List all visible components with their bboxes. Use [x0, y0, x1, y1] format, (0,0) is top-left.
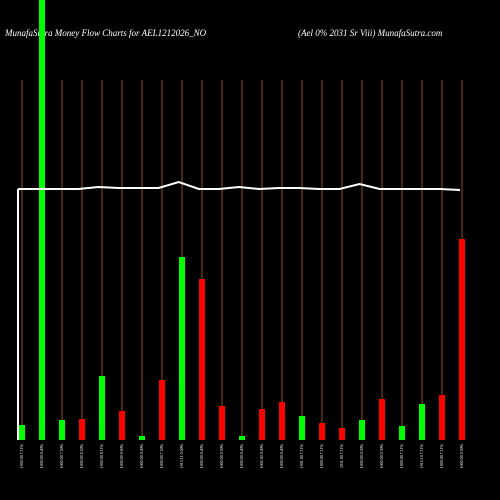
x-tick-label: 1000.00 9.30%: [379, 443, 384, 468]
bar: [39, 0, 45, 440]
bar: [219, 406, 225, 440]
bar: [239, 436, 245, 440]
x-tick-label: 1013.11 0.00%: [179, 443, 184, 468]
chart-title: MunafaSutra Money Flow Charts for AEL121…: [4, 28, 207, 38]
x-tick-label: 1000.00 7.11%: [439, 443, 444, 468]
bar: [119, 411, 125, 440]
x-tick-label: 1000.00 9.40%: [199, 443, 204, 468]
x-tick-label: 1000.00 9.40%: [139, 443, 144, 468]
bar: [139, 436, 145, 440]
bar: [179, 257, 185, 440]
x-tick-label: 1001.00 7.11%: [299, 443, 304, 468]
x-tick-label: 1000.00 9.40%: [239, 443, 244, 468]
chart-subtitle: (Ael 0% 2031 Sr Viii) MunafaSutra.com: [298, 28, 443, 38]
x-tick-label: 1000.00 7.50%: [159, 443, 164, 468]
x-tick-label: 1000.00 9.60%: [119, 443, 124, 468]
x-tick-label: 1000.00 9.30%: [359, 443, 364, 468]
bar: [339, 428, 345, 440]
x-tick-label: 1000.00 9.50%: [459, 443, 464, 468]
bar: [199, 279, 205, 440]
bar: [319, 423, 325, 440]
bar: [19, 425, 25, 440]
bar: [399, 426, 405, 440]
bar: [459, 239, 465, 440]
bar: [99, 376, 105, 440]
x-tick-label: 1000.00 9.40%: [39, 443, 44, 468]
bar: [279, 402, 285, 440]
x-tick-label: 1000.00 9.50%: [79, 443, 84, 468]
x-tick-label: 1000.00 9.50%: [219, 443, 224, 468]
bar: [259, 409, 265, 440]
x-tick-label: 1000.00 7.11%: [19, 443, 24, 468]
x-tick-label: 1011.00 7.11%: [339, 443, 344, 468]
bar: [379, 399, 385, 440]
x-tick-label: 1012.10 7.11%: [419, 443, 424, 468]
bar: [439, 395, 445, 440]
bar: [359, 420, 365, 440]
bar: [419, 404, 425, 440]
money-line: [18, 180, 461, 191]
x-tick-label: 1000.00 7.50%: [59, 443, 64, 468]
x-tick-label: 1000.00 7.11%: [399, 443, 404, 468]
x-tick-label: 1002.00 9.40%: [259, 443, 264, 468]
x-tick-label: 1000.00 9.11%: [99, 443, 104, 468]
bar: [299, 416, 305, 440]
bar: [59, 420, 65, 440]
x-tick-label: 1000.00 7.11%: [319, 443, 324, 468]
x-tick-label: 1000.00 9.40%: [279, 443, 284, 468]
bar: [79, 419, 85, 440]
bar: [159, 380, 165, 440]
